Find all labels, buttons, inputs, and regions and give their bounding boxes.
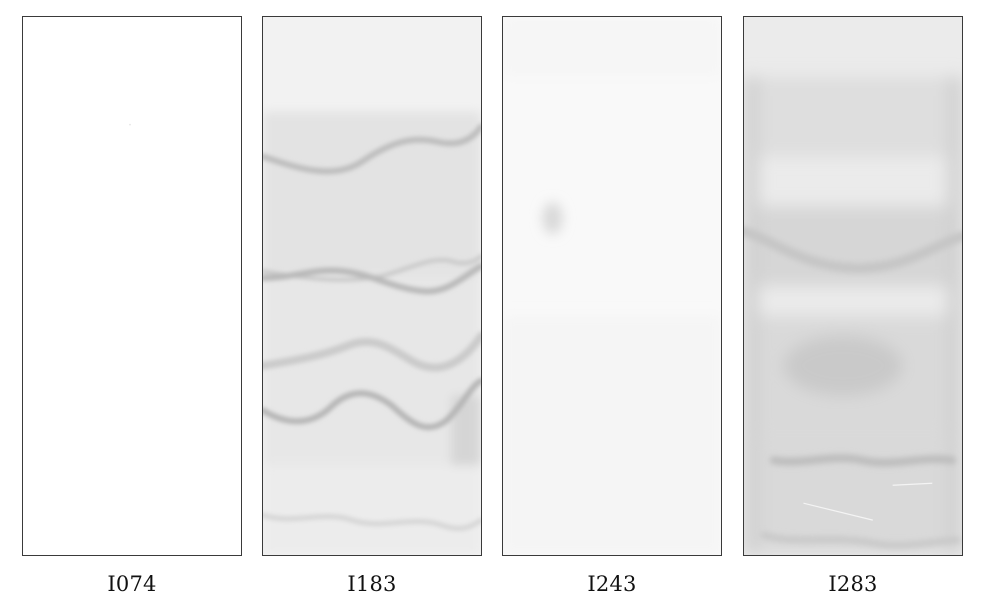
panel-label: I243 xyxy=(587,572,637,596)
scan-panel-i183 xyxy=(262,16,482,556)
scan-image-i243 xyxy=(503,17,721,555)
scan-image-i283 xyxy=(744,17,962,555)
panel-label: I183 xyxy=(347,572,397,596)
scan-panel-i074 xyxy=(22,16,242,556)
panel-label: I074 xyxy=(107,572,157,596)
panel-label: I283 xyxy=(828,572,878,596)
scan-panel-i283 xyxy=(743,16,963,556)
scan-image-i074 xyxy=(23,17,241,555)
scan-image-i183 xyxy=(263,17,481,555)
scan-panel-i243 xyxy=(502,16,722,556)
